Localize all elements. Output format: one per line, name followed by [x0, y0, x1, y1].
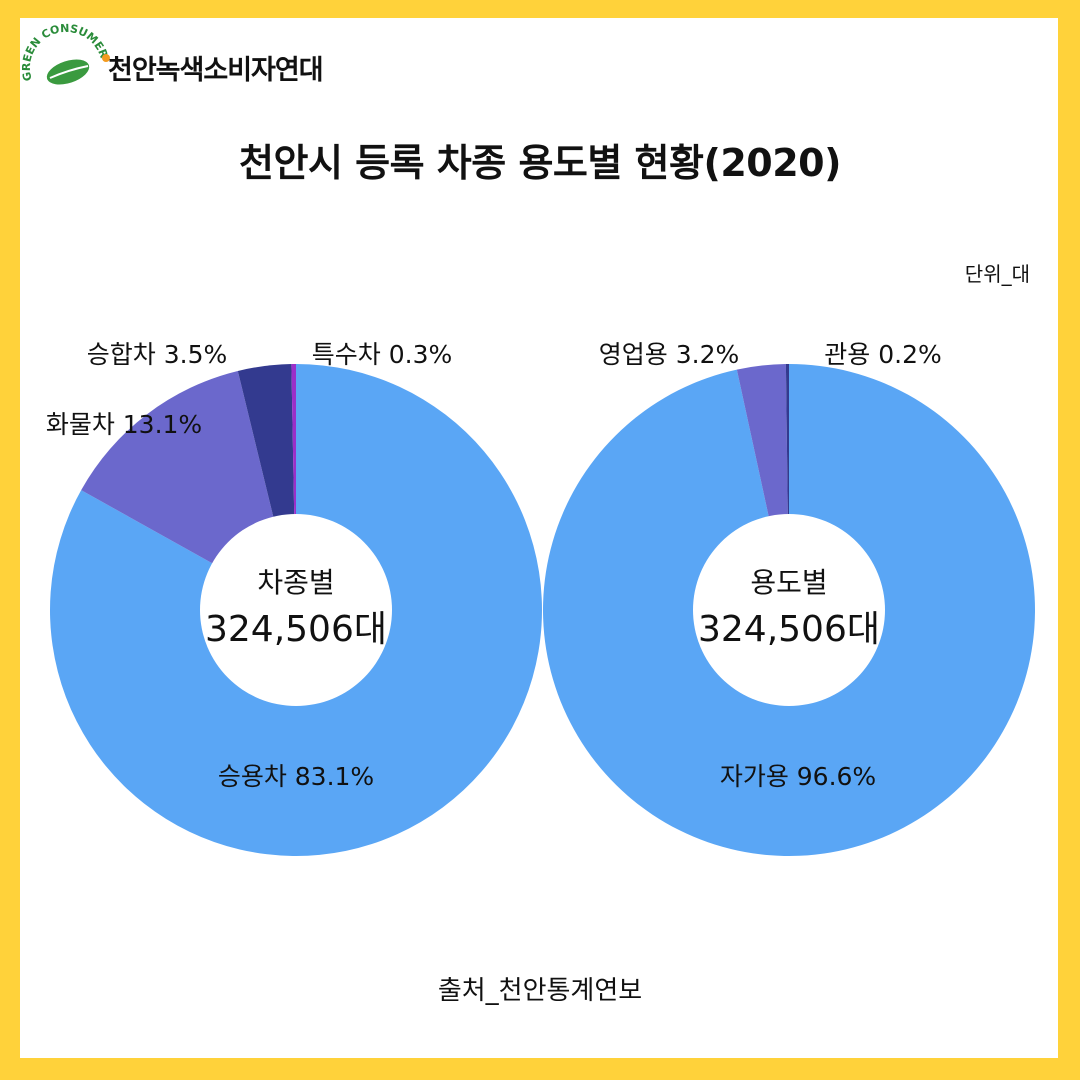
slice-label-자가용: 자가용 96.6%: [720, 762, 876, 791]
slice-label-화물차: 화물차 13.1%: [46, 410, 202, 439]
org-logo: GREEN CONSUMER: [22, 22, 111, 85]
org-name: 천안녹색소비자연대: [108, 55, 324, 86]
donut-hole: [200, 514, 392, 706]
slice-label-특수차: 특수차 0.3%: [312, 340, 452, 369]
unit-label: 단위_대: [964, 262, 1030, 286]
donut-hole: [693, 514, 885, 706]
slice-label-승용차: 승용차 83.1%: [218, 762, 374, 791]
chart-title: 천안시 등록 차종 용도별 현황(2020): [239, 141, 841, 185]
slice-label-영업용: 영업용 3.2%: [599, 340, 739, 369]
source-note: 출처_천안통계연보: [437, 976, 643, 1006]
center-label: 용도별: [750, 566, 827, 599]
slice-label-승합차: 승합차 3.5%: [87, 340, 227, 369]
logo-dot-icon: [102, 54, 110, 62]
total-label: 324,506대: [698, 609, 880, 650]
center-label: 차종별: [257, 566, 334, 599]
total-label: 324,506대: [205, 609, 387, 650]
slice-label-관용: 관용 0.2%: [824, 340, 941, 369]
